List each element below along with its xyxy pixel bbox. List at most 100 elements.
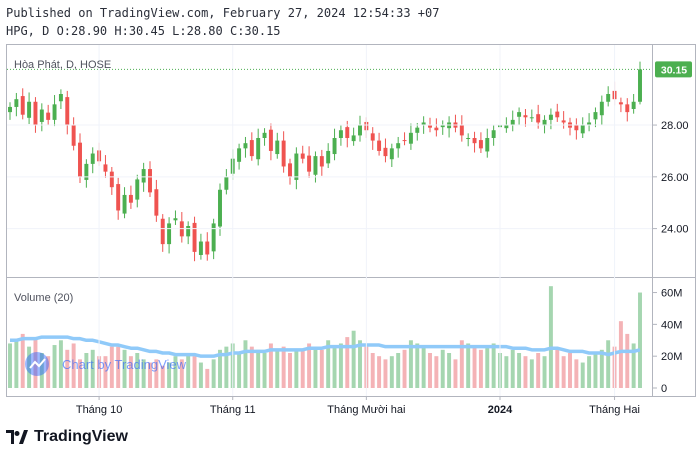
candle-body <box>135 179 140 200</box>
candle-body <box>574 124 579 131</box>
candle-body <box>8 106 12 113</box>
volume-bar <box>358 340 362 388</box>
volume-bar <box>300 349 305 388</box>
volume-bar <box>173 356 178 388</box>
candle-body <box>78 142 82 177</box>
candle-body <box>587 122 592 126</box>
volume-bar <box>529 359 534 388</box>
volume-bar <box>491 343 496 388</box>
candle-body <box>606 94 611 102</box>
candle-body <box>58 94 63 102</box>
candle-body <box>561 120 566 123</box>
candle-body <box>192 222 197 252</box>
candle-body <box>237 148 242 162</box>
volume-bar <box>65 349 70 388</box>
candle-body <box>529 117 534 119</box>
candle-body <box>377 140 382 151</box>
last-price-label: 30.15 <box>661 64 687 76</box>
volume-bar <box>294 349 299 388</box>
volume-bar <box>548 286 553 388</box>
volume-bar <box>46 356 51 388</box>
volume-bar <box>389 356 394 388</box>
candle-body <box>300 153 305 159</box>
candle-body <box>211 223 216 252</box>
candle-body <box>148 169 152 193</box>
time-tick-label: Tháng 11 <box>210 404 256 416</box>
candle-body <box>198 241 203 255</box>
chart-frame <box>6 44 696 397</box>
candle-body <box>517 112 522 117</box>
candle-body <box>542 119 547 126</box>
volume-bar <box>631 343 636 388</box>
candle-body <box>141 169 146 183</box>
candle-body <box>275 140 280 155</box>
volume-bar <box>593 353 598 388</box>
volume-bar <box>160 365 165 388</box>
volume-bar <box>377 356 382 388</box>
volume-bar <box>275 349 280 388</box>
candle-body <box>332 138 337 155</box>
volume-tick-label: 60M <box>661 288 682 300</box>
candle-body <box>243 143 248 149</box>
volume-bar <box>555 349 560 388</box>
volume-bar <box>319 349 324 388</box>
volume-bar <box>587 356 592 388</box>
volume-bar <box>504 356 509 388</box>
candle-body <box>52 104 57 120</box>
volume-bar <box>351 330 356 388</box>
volume-bar <box>440 349 445 388</box>
axes: 24.00 26.00 28.00 0 20M 40M 60M Tháng 10 Tháng 1… <box>7 45 689 416</box>
candle-body <box>268 129 273 151</box>
volume-bar <box>402 349 407 388</box>
volume-bar <box>447 353 452 388</box>
price-tick-label: 24.00 <box>661 224 689 236</box>
volume-pane <box>8 286 642 388</box>
footer-brand-text: TradingView <box>34 428 128 445</box>
candle-body <box>618 102 623 105</box>
candle-body <box>167 223 172 245</box>
volume-bar <box>345 337 350 388</box>
volume-bar <box>249 346 254 388</box>
candle-body <box>440 125 445 128</box>
candle-body <box>459 124 464 136</box>
time-tick-label: Tháng Hai <box>589 404 640 416</box>
volume-bar <box>211 359 216 388</box>
candle-body <box>39 109 44 122</box>
svg-text:Chart by TradingView: Chart by TradingView <box>62 357 187 372</box>
volume-bar <box>154 359 159 388</box>
candle-body <box>485 138 490 152</box>
candle-body <box>262 132 267 138</box>
volume-bar <box>485 346 490 388</box>
volume-bar <box>459 340 464 388</box>
volume-bar <box>434 356 439 388</box>
watermark: Chart by TradingView <box>25 352 187 376</box>
candle-body <box>415 127 420 133</box>
candle-body <box>224 176 229 190</box>
candle-body <box>33 101 38 126</box>
candle-body <box>345 127 350 138</box>
volume-bar <box>580 362 585 388</box>
volume-bar <box>205 368 210 388</box>
volume-bar <box>332 346 337 388</box>
ohlc-readout: HPG, D O:28.90 H:30.45 L:28.80 C:30.15 <box>6 24 281 38</box>
candle-body <box>154 189 159 216</box>
volume-bar <box>326 340 331 388</box>
candle-body <box>338 130 343 138</box>
volume-bar <box>421 346 426 388</box>
volume-bar <box>167 362 172 388</box>
volume-bar <box>256 349 261 388</box>
candle-body <box>599 101 604 116</box>
candle-body <box>128 194 133 203</box>
volume-bar <box>523 356 528 388</box>
last-price-badge: 30.15 <box>655 61 692 78</box>
candle-body <box>326 150 331 164</box>
volume-bar <box>625 333 630 388</box>
footer-brand: TradingView <box>6 428 128 446</box>
candle-body <box>434 127 439 131</box>
volume-bar <box>428 353 432 388</box>
volume-bar <box>128 356 133 388</box>
volume-bar <box>14 340 19 388</box>
volume-bar <box>186 353 191 388</box>
publish-info: Published on TradingView.com, February 2… <box>6 6 440 20</box>
